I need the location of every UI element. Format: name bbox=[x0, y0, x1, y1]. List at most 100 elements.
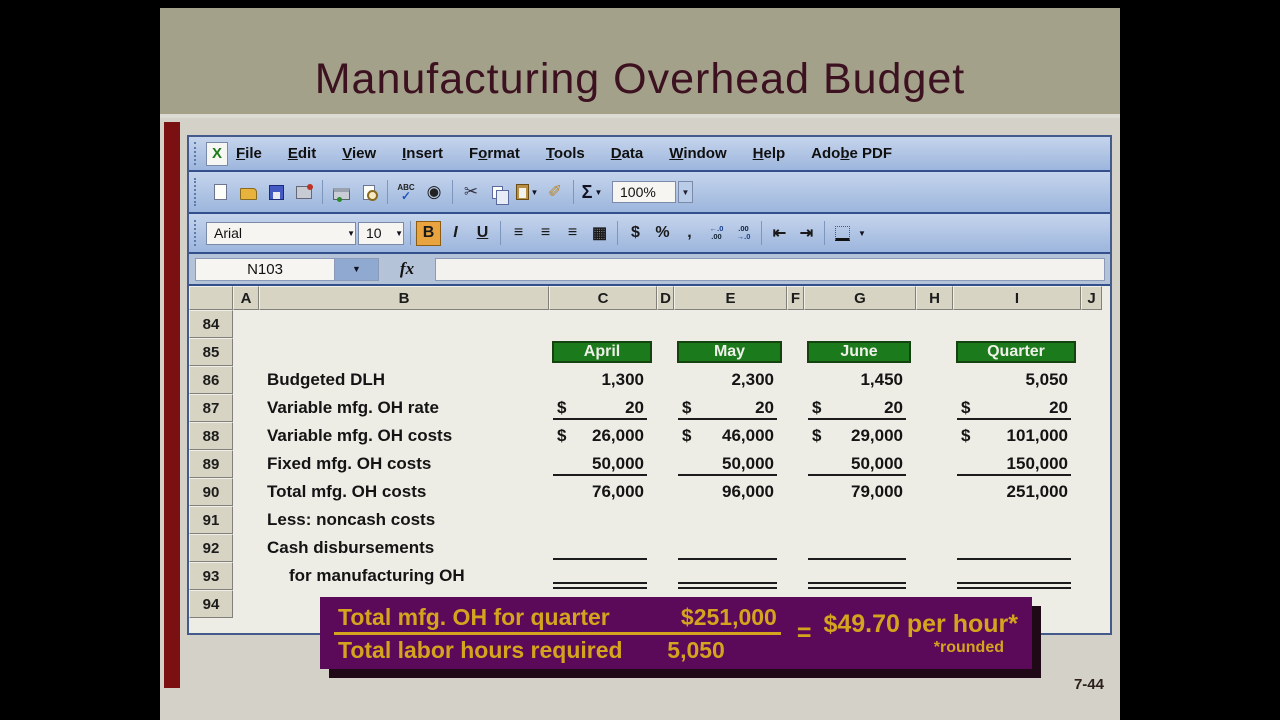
cell-I84[interactable] bbox=[953, 310, 1081, 338]
cell-H88[interactable] bbox=[916, 422, 953, 450]
cell-E88[interactable]: $46,000 bbox=[674, 422, 787, 450]
column-header-D[interactable]: D bbox=[657, 286, 674, 310]
row-header-89[interactable]: 89 bbox=[189, 450, 233, 478]
cell-J88[interactable] bbox=[1081, 422, 1102, 450]
cell-C89[interactable]: 50,000 bbox=[549, 450, 657, 478]
toolbar-grip[interactable] bbox=[194, 219, 201, 247]
cell-J90[interactable] bbox=[1081, 478, 1102, 506]
cell-H92[interactable] bbox=[916, 534, 953, 562]
cell-C86[interactable]: 1,300 bbox=[549, 366, 657, 394]
chevron-down-icon[interactable]: ▼ bbox=[858, 228, 866, 238]
row-header-90[interactable]: 90 bbox=[189, 478, 233, 506]
cell-J94[interactable] bbox=[1081, 590, 1102, 618]
cell-F85[interactable] bbox=[787, 338, 804, 366]
increase-indent-icon[interactable]: ⇥ bbox=[799, 225, 814, 242]
cell-B89[interactable]: Fixed mfg. OH costs bbox=[267, 454, 432, 473]
name-box[interactable]: N103 bbox=[195, 257, 335, 281]
cell-F89[interactable] bbox=[787, 450, 804, 478]
row-header-88[interactable]: 88 bbox=[189, 422, 233, 450]
format-painter-icon[interactable]: ✐ bbox=[547, 182, 563, 201]
menu-format[interactable]: Format bbox=[468, 145, 520, 162]
paste-icon[interactable]: ▼ bbox=[514, 179, 540, 205]
cell-H87[interactable] bbox=[916, 394, 953, 422]
cell-C85[interactable]: April bbox=[549, 338, 657, 366]
cell-A88[interactable] bbox=[233, 422, 259, 450]
cell-E84[interactable] bbox=[674, 310, 787, 338]
zoom-level-select[interactable]: 100% bbox=[612, 181, 676, 203]
cell-A84[interactable] bbox=[233, 310, 259, 338]
cell-J85[interactable] bbox=[1081, 338, 1102, 366]
cell-D90[interactable] bbox=[657, 478, 674, 506]
cell-J86[interactable] bbox=[1081, 366, 1102, 394]
cell-B84[interactable] bbox=[259, 310, 549, 338]
cell-B88[interactable]: Variable mfg. OH costs bbox=[267, 426, 453, 445]
row-header-84[interactable]: 84 bbox=[189, 310, 233, 338]
column-header-A[interactable]: A bbox=[233, 286, 259, 310]
cell-I93[interactable] bbox=[953, 562, 1081, 590]
cell-D93[interactable] bbox=[657, 562, 674, 590]
cell-J87[interactable] bbox=[1081, 394, 1102, 422]
column-header-E[interactable]: E bbox=[674, 286, 787, 310]
chevron-down-icon[interactable]: ▼ bbox=[678, 181, 693, 203]
row-header-94[interactable]: 94 bbox=[189, 590, 233, 618]
cell-G86[interactable]: 1,450 bbox=[804, 366, 916, 394]
cell-H89[interactable] bbox=[916, 450, 953, 478]
toolbar-grip[interactable] bbox=[194, 141, 201, 166]
column-header-H[interactable]: H bbox=[916, 286, 953, 310]
cell-D88[interactable] bbox=[657, 422, 674, 450]
cell-I88[interactable]: $101,000 bbox=[953, 422, 1081, 450]
cell-E93[interactable] bbox=[674, 562, 787, 590]
cell-E91[interactable] bbox=[674, 506, 787, 534]
align-right-icon[interactable]: ≡ bbox=[567, 224, 578, 241]
chevron-down-icon[interactable]: ▼ bbox=[347, 228, 355, 238]
cell-B86[interactable]: Budgeted DLH bbox=[267, 370, 386, 389]
cell-B87[interactable]: Variable mfg. OH rate bbox=[267, 398, 439, 417]
cell-A92[interactable] bbox=[233, 534, 259, 562]
row-header-93[interactable]: 93 bbox=[189, 562, 233, 590]
cell-F84[interactable] bbox=[787, 310, 804, 338]
cell-H86[interactable] bbox=[916, 366, 953, 394]
merge-center-icon[interactable]: ▦ bbox=[591, 225, 608, 242]
column-header-B[interactable]: B bbox=[259, 286, 549, 310]
cell-B90[interactable]: Total mfg. OH costs bbox=[267, 482, 427, 501]
bold-button[interactable]: B bbox=[416, 220, 441, 246]
borders-icon[interactable] bbox=[830, 221, 855, 246]
cell-B92[interactable]: Cash disbursements bbox=[267, 538, 435, 557]
cell-C91[interactable] bbox=[549, 506, 657, 534]
menu-window[interactable]: Window bbox=[669, 145, 727, 162]
copy-icon[interactable] bbox=[486, 179, 512, 205]
cell-I86[interactable]: 5,050 bbox=[953, 366, 1081, 394]
cell-B93[interactable]: for manufacturing OH bbox=[289, 566, 465, 585]
cell-I87[interactable]: $20 bbox=[953, 394, 1081, 422]
cell-D84[interactable] bbox=[657, 310, 674, 338]
row-header-85[interactable]: 85 bbox=[189, 338, 233, 366]
cell-F87[interactable] bbox=[787, 394, 804, 422]
mail-permission-icon[interactable] bbox=[291, 179, 317, 205]
column-header-J[interactable]: J bbox=[1081, 286, 1102, 310]
comma-style-button[interactable]: , bbox=[687, 224, 692, 241]
column-header-C[interactable]: C bbox=[549, 286, 657, 310]
toolbar-grip[interactable] bbox=[194, 178, 201, 206]
menu-file[interactable]: File bbox=[236, 145, 262, 162]
font-size-select[interactable]: 10 ▼ bbox=[358, 221, 404, 245]
percent-style-button[interactable]: % bbox=[655, 224, 670, 241]
cell-C88[interactable]: $26,000 bbox=[549, 422, 657, 450]
cell-I85[interactable]: Quarter bbox=[953, 338, 1081, 366]
cell-G91[interactable] bbox=[804, 506, 916, 534]
cell-G88[interactable]: $29,000 bbox=[804, 422, 916, 450]
autosum-icon[interactable]: Σ ▼ bbox=[581, 181, 603, 202]
cell-F86[interactable] bbox=[787, 366, 804, 394]
cell-I92[interactable] bbox=[953, 534, 1081, 562]
cell-J92[interactable] bbox=[1081, 534, 1102, 562]
cell-A86[interactable] bbox=[233, 366, 259, 394]
menu-view[interactable]: View bbox=[342, 145, 377, 162]
cell-H90[interactable] bbox=[916, 478, 953, 506]
cell-B85[interactable] bbox=[259, 338, 549, 366]
cell-I91[interactable] bbox=[953, 506, 1081, 534]
cell-D89[interactable] bbox=[657, 450, 674, 478]
cell-I89[interactable]: 150,000 bbox=[953, 450, 1081, 478]
cell-D92[interactable] bbox=[657, 534, 674, 562]
cell-E87[interactable]: $20 bbox=[674, 394, 787, 422]
menu-insert[interactable]: Insert bbox=[402, 145, 443, 162]
menu-tools[interactable]: Tools bbox=[545, 145, 585, 162]
